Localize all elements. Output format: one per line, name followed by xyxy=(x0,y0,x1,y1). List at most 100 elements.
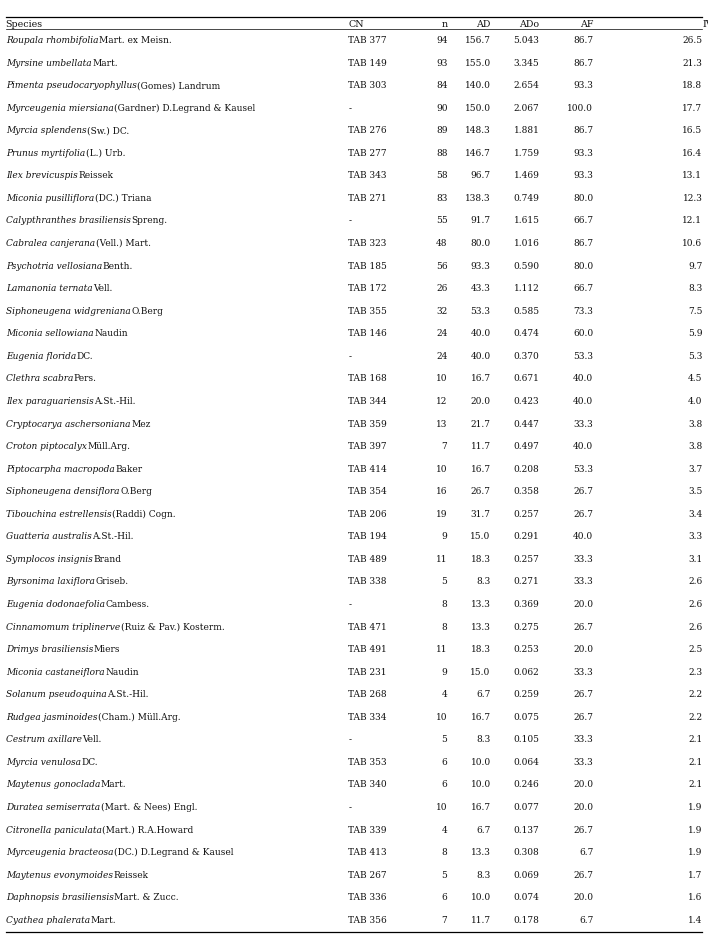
Text: 8.3: 8.3 xyxy=(476,736,491,744)
Text: Symplocos insignis: Symplocos insignis xyxy=(6,555,93,564)
Text: Drimys brasiliensis: Drimys brasiliensis xyxy=(6,645,93,654)
Text: TAB 268: TAB 268 xyxy=(348,690,387,699)
Text: 33.3: 33.3 xyxy=(573,758,593,767)
Text: 4.0: 4.0 xyxy=(688,397,702,406)
Text: Ilex paraguariensis: Ilex paraguariensis xyxy=(6,397,93,406)
Text: Psychotria vellosiana: Psychotria vellosiana xyxy=(6,262,102,270)
Text: 86.7: 86.7 xyxy=(573,58,593,68)
Text: DC.: DC. xyxy=(81,758,98,767)
Text: 96.7: 96.7 xyxy=(471,171,491,180)
Text: -: - xyxy=(348,104,351,113)
Text: 0.105: 0.105 xyxy=(513,736,539,744)
Text: 13.3: 13.3 xyxy=(471,600,491,609)
Text: 84: 84 xyxy=(436,81,447,90)
Text: 8: 8 xyxy=(442,600,447,609)
Text: 8.3: 8.3 xyxy=(476,577,491,587)
Text: TAB 339: TAB 339 xyxy=(348,825,387,835)
Text: TAB 359: TAB 359 xyxy=(348,419,387,429)
Text: Mart.: Mart. xyxy=(91,916,116,925)
Text: 1.9: 1.9 xyxy=(688,803,702,812)
Text: 8.3: 8.3 xyxy=(688,284,702,293)
Text: 32: 32 xyxy=(436,307,447,316)
Text: CN: CN xyxy=(348,20,364,29)
Text: Prunus myrtifolia: Prunus myrtifolia xyxy=(6,149,85,158)
Text: 0.275: 0.275 xyxy=(513,623,539,631)
Text: 16.4: 16.4 xyxy=(683,149,702,158)
Text: TAB 206: TAB 206 xyxy=(348,510,387,519)
Text: A.St.-Hil.: A.St.-Hil. xyxy=(94,397,136,406)
Text: 58: 58 xyxy=(436,171,447,180)
Text: Croton piptocalyx: Croton piptocalyx xyxy=(6,442,86,451)
Text: Duratea semiserrata: Duratea semiserrata xyxy=(6,803,100,812)
Text: Ilex brevicuspis: Ilex brevicuspis xyxy=(6,171,77,180)
Text: TAB 267: TAB 267 xyxy=(348,870,387,880)
Text: Cyathea phalerata: Cyathea phalerata xyxy=(6,916,90,925)
Text: Cabralea canjerana: Cabralea canjerana xyxy=(6,239,95,248)
Text: 31.7: 31.7 xyxy=(471,510,491,519)
Text: 26.7: 26.7 xyxy=(573,713,593,722)
Text: Miconia castaneiflora: Miconia castaneiflora xyxy=(6,668,104,676)
Text: 80.0: 80.0 xyxy=(573,262,593,270)
Text: 18.3: 18.3 xyxy=(471,555,491,564)
Text: TAB 413: TAB 413 xyxy=(348,848,387,857)
Text: 40.0: 40.0 xyxy=(573,397,593,406)
Text: 5.9: 5.9 xyxy=(688,330,702,338)
Text: 66.7: 66.7 xyxy=(573,284,593,293)
Text: 0.671: 0.671 xyxy=(513,374,539,383)
Text: 88: 88 xyxy=(436,149,447,158)
Text: 73.3: 73.3 xyxy=(573,307,593,316)
Text: 6.7: 6.7 xyxy=(476,690,491,699)
Text: 146.7: 146.7 xyxy=(464,149,491,158)
Text: Eugenia dodonaefolia: Eugenia dodonaefolia xyxy=(6,600,105,609)
Text: 2.1: 2.1 xyxy=(688,758,702,767)
Text: O.Berg: O.Berg xyxy=(131,307,163,316)
Text: Piptocarpha macropoda: Piptocarpha macropoda xyxy=(6,464,115,474)
Text: 20.0: 20.0 xyxy=(573,781,593,789)
Text: 11: 11 xyxy=(436,555,447,564)
Text: 0.077: 0.077 xyxy=(513,803,539,812)
Text: 0.447: 0.447 xyxy=(513,419,539,429)
Text: 6.7: 6.7 xyxy=(579,916,593,925)
Text: 156.7: 156.7 xyxy=(464,36,491,45)
Text: Calypthranthes brasiliensis: Calypthranthes brasiliensis xyxy=(6,217,130,225)
Text: 6: 6 xyxy=(442,781,447,789)
Text: (DC.) Triana: (DC.) Triana xyxy=(95,194,152,203)
Text: 0.308: 0.308 xyxy=(514,848,539,857)
Text: (L.) Urb.: (L.) Urb. xyxy=(86,149,125,158)
Text: 0.074: 0.074 xyxy=(513,893,539,902)
Text: 94: 94 xyxy=(436,36,447,45)
Text: Müll.Arg.: Müll.Arg. xyxy=(88,442,130,451)
Text: 3.1: 3.1 xyxy=(688,555,702,564)
Text: TAB 471: TAB 471 xyxy=(348,623,387,631)
Text: 5: 5 xyxy=(442,577,447,587)
Text: (Mart.) R.A.Howard: (Mart.) R.A.Howard xyxy=(103,825,194,835)
Text: 24: 24 xyxy=(436,330,447,338)
Text: 20.0: 20.0 xyxy=(573,600,593,609)
Text: 26: 26 xyxy=(436,284,447,293)
Text: 5: 5 xyxy=(442,870,447,880)
Text: TAB 149: TAB 149 xyxy=(348,58,387,68)
Text: TAB 354: TAB 354 xyxy=(348,487,387,496)
Text: Myrcia splendens: Myrcia splendens xyxy=(6,126,86,136)
Text: TAB 414: TAB 414 xyxy=(348,464,387,474)
Text: 6.7: 6.7 xyxy=(579,848,593,857)
Text: 1.881: 1.881 xyxy=(513,126,539,136)
Text: Myrsine umbellata: Myrsine umbellata xyxy=(6,58,91,68)
Text: 11.7: 11.7 xyxy=(471,916,491,925)
Text: 10: 10 xyxy=(436,464,447,474)
Text: 19: 19 xyxy=(436,510,447,519)
Text: 40.0: 40.0 xyxy=(471,330,491,338)
Text: (Cham.) Müll.Arg.: (Cham.) Müll.Arg. xyxy=(98,713,181,722)
Text: Daphnopsis brasiliensis: Daphnopsis brasiliensis xyxy=(6,893,113,902)
Text: TAB 271: TAB 271 xyxy=(348,194,387,203)
Text: Maytenus evonymoides: Maytenus evonymoides xyxy=(6,870,113,880)
Text: 3.345: 3.345 xyxy=(514,58,539,68)
Text: 4.5: 4.5 xyxy=(688,374,702,383)
Text: 6: 6 xyxy=(442,758,447,767)
Text: 86.7: 86.7 xyxy=(573,126,593,136)
Text: TAB 377: TAB 377 xyxy=(348,36,387,45)
Text: (DC.) D.Legrand & Kausel: (DC.) D.Legrand & Kausel xyxy=(114,848,234,857)
Text: TAB 231: TAB 231 xyxy=(348,668,387,676)
Text: Rudgea jasminoides: Rudgea jasminoides xyxy=(6,713,97,722)
Text: 5.043: 5.043 xyxy=(513,36,539,45)
